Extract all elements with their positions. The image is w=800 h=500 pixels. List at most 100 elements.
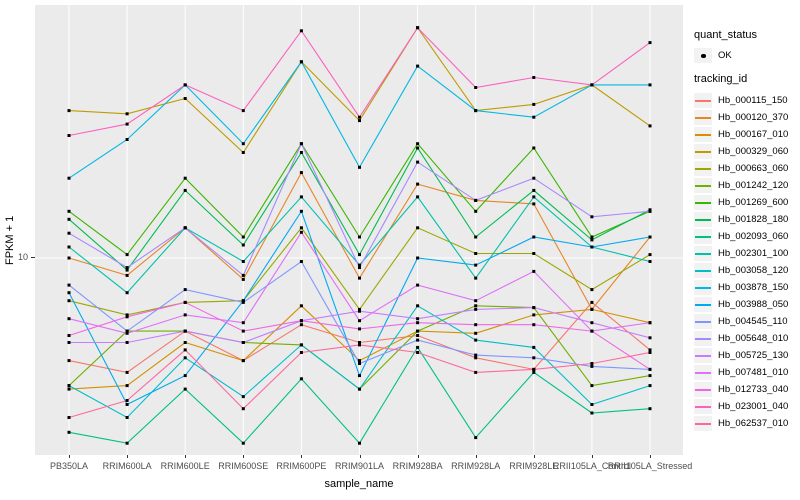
point-marker bbox=[532, 115, 536, 119]
point-marker bbox=[241, 277, 245, 281]
point-marker bbox=[358, 119, 361, 123]
point-marker bbox=[125, 370, 129, 374]
point-marker bbox=[125, 273, 129, 277]
legend-item-Hb_003988_050: Hb_003988_050 bbox=[694, 296, 788, 313]
legend-key-line bbox=[695, 269, 711, 272]
legend-item-label: Hb_005725_130 bbox=[718, 350, 789, 361]
point-marker bbox=[532, 176, 536, 180]
point-marker bbox=[299, 226, 303, 230]
point-marker bbox=[648, 374, 652, 378]
point-marker bbox=[183, 188, 187, 192]
legend-item-Hb_002093_060: Hb_002093_060 bbox=[694, 228, 788, 245]
point-marker bbox=[67, 387, 71, 391]
point-marker bbox=[67, 291, 71, 295]
point-marker bbox=[67, 209, 71, 213]
point-marker bbox=[183, 288, 187, 292]
point-marker bbox=[416, 64, 420, 68]
point-marker bbox=[125, 122, 129, 126]
point-marker bbox=[183, 226, 187, 230]
legend-key-line bbox=[695, 167, 711, 170]
point-marker bbox=[474, 299, 478, 303]
point-marker bbox=[299, 209, 303, 213]
legend-item-label: Hb_001828_180 bbox=[718, 214, 789, 225]
point-marker bbox=[67, 416, 71, 419]
legend-key-line bbox=[695, 422, 711, 425]
legend-key-line bbox=[695, 133, 711, 136]
point-marker bbox=[241, 235, 245, 239]
x-tick-mark bbox=[591, 455, 593, 458]
point-marker bbox=[299, 151, 303, 154]
x-tick-mark bbox=[127, 455, 129, 458]
legend-item-Hb_000120_370: Hb_000120_370 bbox=[694, 109, 788, 126]
point-marker bbox=[590, 384, 594, 388]
legend-key-box bbox=[694, 297, 712, 312]
legend-key-box bbox=[694, 229, 712, 244]
point-marker bbox=[416, 182, 420, 186]
legend-item-Hb_001269_600: Hb_001269_600 bbox=[694, 194, 788, 211]
x-tick-mark bbox=[533, 455, 535, 458]
legend-item-label: Hb_062537_010 bbox=[718, 418, 789, 429]
point-marker bbox=[474, 276, 478, 280]
point-marker bbox=[648, 384, 652, 388]
point-marker bbox=[648, 41, 652, 45]
point-marker bbox=[67, 176, 71, 180]
point-marker bbox=[67, 430, 71, 434]
legend-key-box bbox=[694, 365, 712, 380]
point-marker bbox=[590, 245, 594, 249]
point-marker bbox=[67, 317, 71, 321]
point-marker bbox=[532, 313, 536, 317]
point-marker bbox=[125, 268, 129, 272]
point-marker bbox=[474, 86, 478, 89]
point-marker bbox=[416, 334, 420, 337]
point-marker bbox=[125, 315, 129, 319]
point-marker bbox=[358, 327, 361, 331]
legend-item-Hb_002301_100: Hb_002301_100 bbox=[694, 245, 788, 262]
point-marker bbox=[241, 260, 245, 263]
x-tick-label: RRII105LA_Stressed bbox=[607, 461, 693, 471]
x-tick-label: RRIM600LE bbox=[160, 461, 210, 471]
point-marker bbox=[67, 283, 71, 287]
legend-key-box bbox=[694, 127, 712, 142]
point-marker bbox=[183, 176, 187, 180]
plot-panel bbox=[35, 5, 683, 455]
point-marker bbox=[474, 356, 478, 360]
point-marker bbox=[125, 403, 129, 406]
point-marker bbox=[416, 329, 420, 333]
point-marker bbox=[532, 323, 536, 327]
point-marker bbox=[532, 356, 536, 360]
legend-key-line bbox=[695, 201, 711, 204]
point-marker bbox=[648, 253, 652, 257]
point-marker bbox=[183, 83, 187, 87]
legend-item-Hb_000115_150: Hb_000115_150 bbox=[694, 92, 788, 109]
legend-item-Hb_005648_010: Hb_005648_010 bbox=[694, 330, 788, 347]
point-marker bbox=[299, 323, 303, 327]
point-marker bbox=[299, 195, 303, 199]
legend-item-Hb_000167_010: Hb_000167_010 bbox=[694, 126, 788, 143]
point-marker bbox=[648, 348, 652, 352]
point-marker bbox=[358, 441, 361, 445]
point-marker bbox=[125, 341, 129, 344]
point-marker bbox=[67, 341, 71, 344]
x-tick-mark bbox=[417, 455, 419, 458]
point-marker bbox=[125, 331, 129, 335]
point-marker bbox=[358, 374, 361, 378]
point-marker bbox=[590, 362, 594, 365]
point-marker bbox=[358, 319, 361, 323]
point-marker bbox=[648, 407, 652, 411]
legend-key-line bbox=[695, 303, 711, 306]
legend-key-line bbox=[695, 184, 711, 187]
point-marker bbox=[125, 384, 129, 388]
point-marker bbox=[125, 313, 129, 317]
point-marker bbox=[241, 407, 245, 411]
legend-title-tracking-id: tracking_id bbox=[694, 73, 748, 85]
point-marker bbox=[474, 109, 478, 113]
point-marker bbox=[358, 341, 361, 344]
point-marker bbox=[241, 341, 245, 344]
x-axis-title: sample_name bbox=[324, 478, 394, 490]
legend-key-box bbox=[694, 314, 712, 329]
point-marker bbox=[590, 83, 594, 87]
x-tick-label: RRIM600LA bbox=[102, 461, 152, 471]
point-marker bbox=[183, 387, 187, 391]
y-tick-mark bbox=[31, 257, 35, 258]
